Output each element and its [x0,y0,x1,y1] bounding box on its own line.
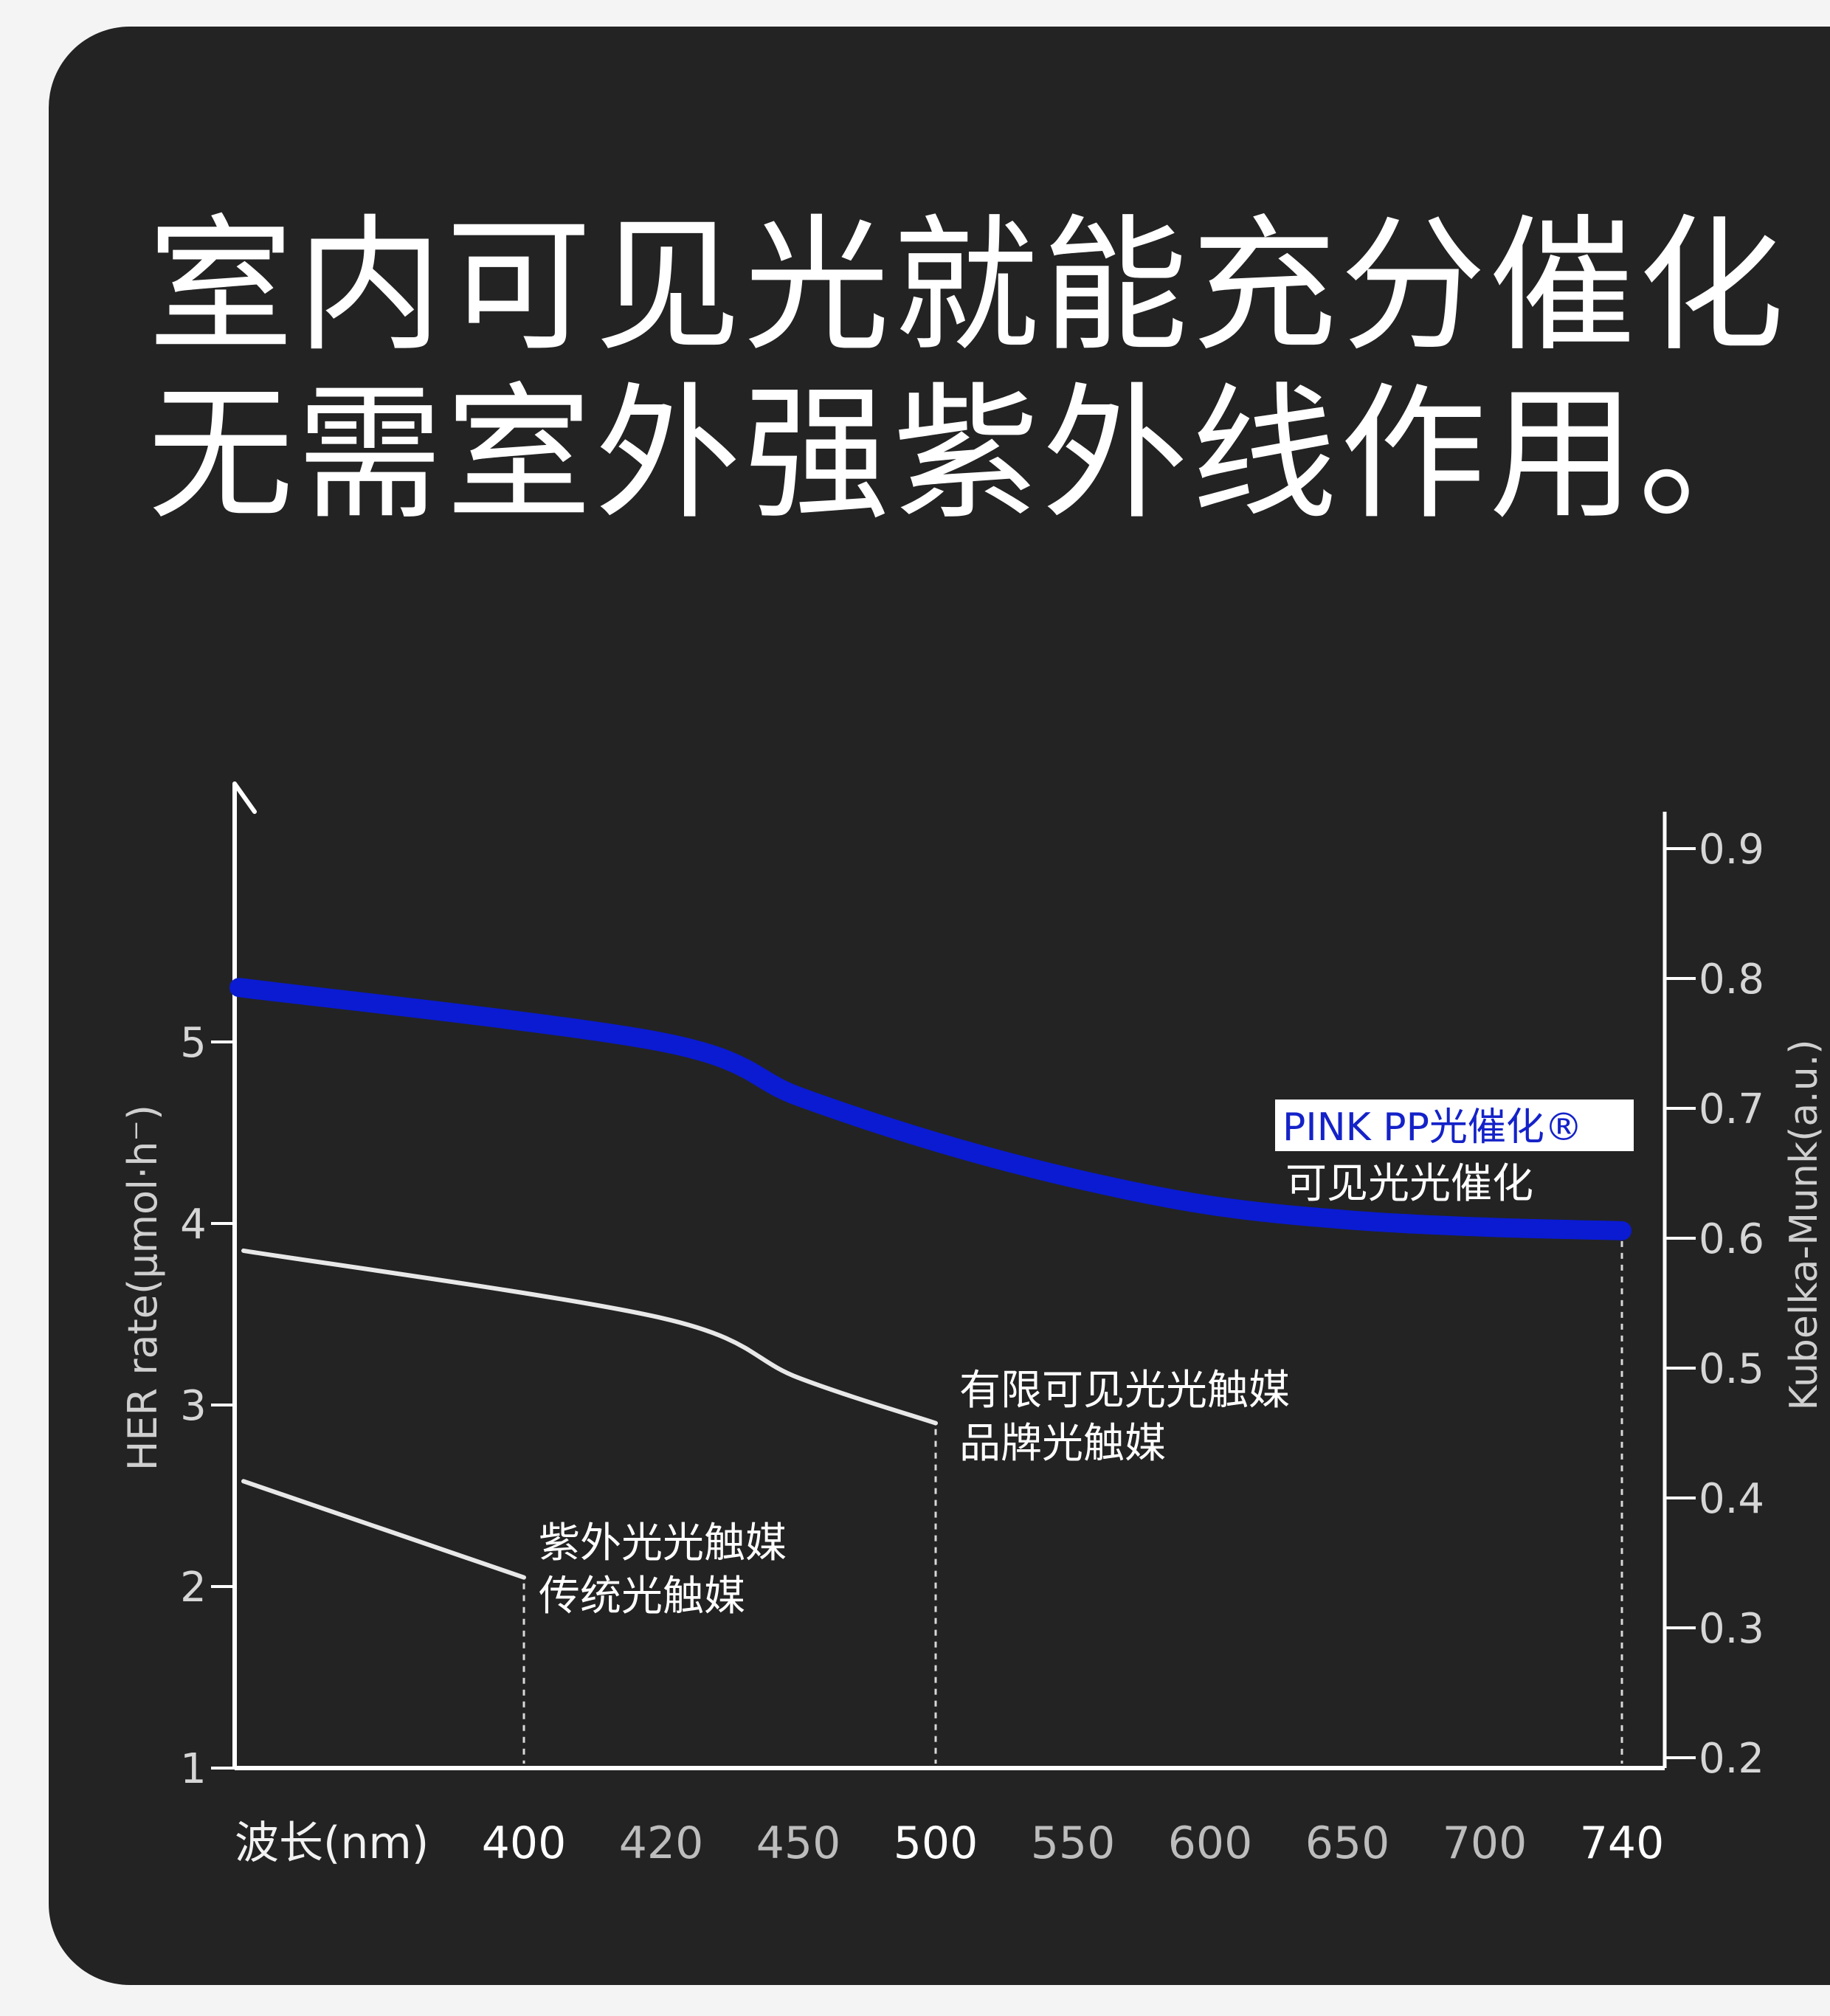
series-line-1 [241,1248,938,1426]
x-tick-label: 600 [1168,1817,1253,1869]
y-left-tick-label: 3 [180,1382,207,1430]
pink-label-subtitle: 可见光光催化 [1285,1160,1533,1208]
y-right-tick-label: 0.4 [1699,1475,1764,1523]
headline-line-2: 无需室外强紫外线作用。 [148,369,1787,539]
y-left-tick-label: 2 [180,1564,207,1612]
y-right-tick-label: 0.7 [1699,1085,1764,1133]
x-tick-label: 450 [756,1817,841,1869]
x-ticks: 400 420 450 500 550 600 650 700 740 [482,1817,1665,1869]
series-lines [229,978,1632,1580]
limited-label-line2: 品牌光触媒 [959,1420,1166,1468]
headline: 室内可见光就能充分催化 无需室外强紫外线作用。 [148,202,1787,539]
uv-label-line1: 紫外光光触媒 [539,1519,787,1567]
x-tick-label: 420 [619,1817,704,1869]
y-right-tick-label: 0.6 [1699,1215,1764,1263]
pink-label-brand: PINK PP光催化® [1282,1105,1583,1150]
y-left-tick-label: 4 [180,1201,207,1249]
y-left-tick-label: 5 [180,1019,207,1067]
x-tick-label: 400 [482,1817,567,1869]
guide-lines [522,1240,1623,1764]
series-line-0 [229,978,1632,1240]
series-line-2 [241,1479,526,1580]
y-left-tick-label: 1 [180,1745,207,1793]
x-tick-label: 650 [1305,1817,1390,1869]
y-left-ticks: 1 2 3 4 5 [180,1019,235,1793]
y-axis-arrow [232,781,257,814]
x-tick-label: 500 [894,1817,978,1869]
x-tick-label: 700 [1443,1817,1527,1869]
pink-label-box [1275,1100,1634,1151]
headline-line-1: 室内可见光就能充分催化 [148,201,1787,371]
y-right-tick-label: 0.5 [1699,1345,1764,1393]
uv-label-line2: 传统光触媒 [539,1573,745,1620]
y-right-tick-label: 0.9 [1699,826,1764,874]
y-right-tick-label: 0.2 [1699,1735,1764,1783]
y-right-ticks: 0.2 0.3 0.4 0.5 0.6 0.7 0.8 0.9 [1665,826,1764,1783]
x-tick-label: 740 [1580,1817,1665,1869]
y-right-title: Kubelka-Munk(a.u.) [1782,1039,1826,1410]
y-right-tick-label: 0.3 [1699,1605,1764,1653]
x-tick-label: 550 [1031,1817,1116,1869]
y-left-title: HER rate(μmol·h⁻) [120,1105,166,1471]
y-right-tick-label: 0.8 [1699,956,1764,1004]
limited-label-line1: 有限可见光光触媒 [959,1367,1290,1415]
x-axis-title: 波长(nm) [235,1817,429,1869]
